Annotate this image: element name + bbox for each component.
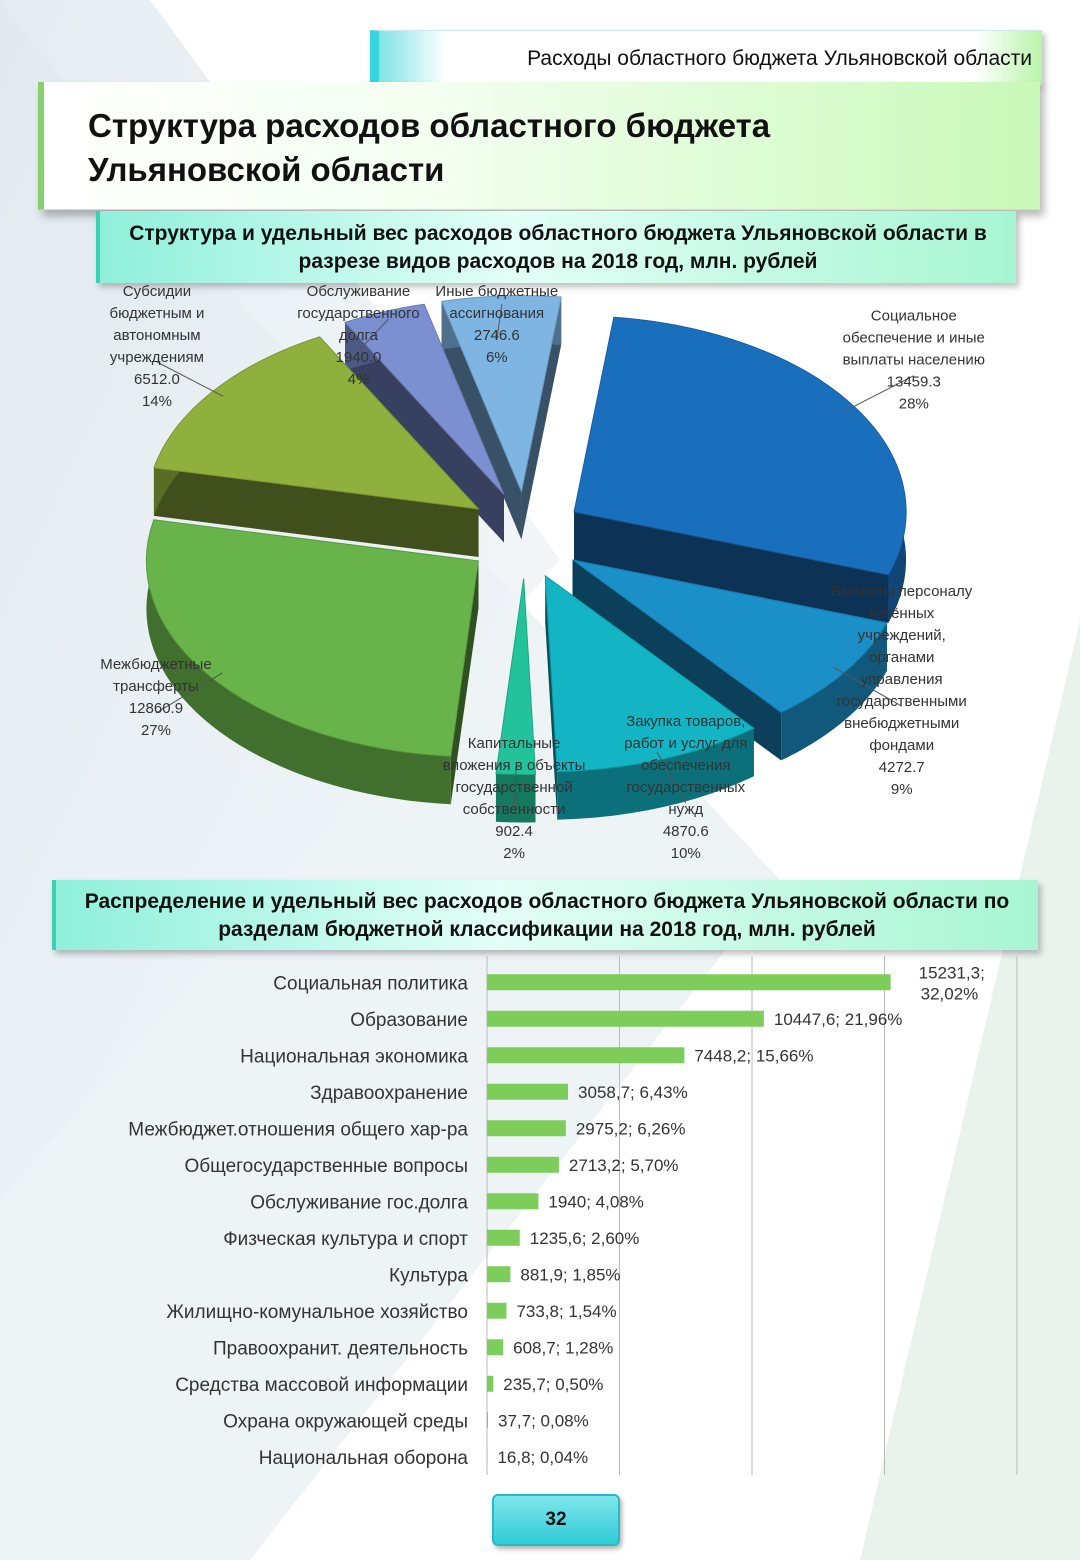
bar-data-label: 608,7; 1,28% (513, 1338, 613, 1357)
bar-category-label: Охрана окружающей среды (223, 1411, 468, 1432)
pie-leader-line (156, 361, 224, 397)
bar-data-label: 15231,3; 32,02% (919, 963, 985, 1003)
bar-data-label: 733,8; 1,54% (516, 1302, 616, 1321)
bar (487, 1156, 559, 1173)
bar (487, 1448, 488, 1465)
pie-slice-label: Межбюджетные трансферты 12860.9 27% (100, 656, 211, 739)
bar-data-label: 2713,2; 5,70% (569, 1156, 679, 1175)
bar-data-label: 881,9; 1,85% (520, 1265, 620, 1284)
bar-category-label: Образование (350, 1010, 468, 1031)
pie-slice (544, 574, 755, 820)
pie-leader-line (513, 766, 517, 815)
bar (487, 1302, 507, 1319)
pie-slice-label: Выплаты персоналу казённых учреждений, орга… (831, 583, 973, 798)
pie-leader-line (656, 751, 687, 804)
pie-slice-label: Обслуживание государственного долга 1940.0 4… (297, 283, 419, 388)
pie-slice-label: Социальное обеспечение и иные выплаты насе… (843, 308, 985, 413)
bar (487, 1266, 511, 1283)
bar-chart: Социальная политика 15231,3; 32,02% Образов… (128, 956, 1018, 1475)
bar-category-label: Межбюджет.отношения общего хар-ра (128, 1119, 468, 1140)
pie-leader-line (155, 672, 223, 714)
bar-data-label: 3058,7; 6,43% (578, 1083, 688, 1102)
pie-slice (573, 316, 907, 623)
page-number: 32 (492, 1494, 620, 1546)
pie-chart-title: Структура и удельный вес расходов област… (96, 211, 1016, 283)
pie-leader-line (358, 318, 389, 352)
pie-slice-label: Капитальные вложения в объекты государстве… (443, 735, 586, 862)
pie-slice (495, 578, 537, 823)
bar (487, 1193, 539, 1210)
bar (487, 1010, 764, 1027)
section-title: Расходы областного бюджета Ульяновской о… (527, 47, 1032, 70)
section-header-tab: Расходы областного бюджета Ульяновской о… (370, 30, 1042, 86)
bar-data-label: 1235,6; 2,60% (530, 1229, 640, 1248)
bar (487, 1339, 504, 1356)
bar-category-label: Общегосударственные вопросы (185, 1156, 468, 1177)
pie-leader-line (833, 667, 902, 707)
pie-slice (145, 519, 479, 805)
bar-category-label: Жилищно-комунальное хозяйство (166, 1302, 468, 1323)
bar-data-label: 10447,6; 21,96% (774, 1010, 903, 1029)
pie-slice-label: Закупка товаров, работ и услуг для обеспеч… (624, 713, 747, 862)
bar (487, 1047, 685, 1064)
bar (487, 1083, 569, 1100)
bar-data-label: 7448,2; 15,66% (694, 1046, 813, 1065)
bar-category-label: Культура (389, 1265, 468, 1286)
bar-category-label: Средства массовой информации (175, 1375, 468, 1396)
bar (487, 1120, 566, 1137)
bar-data-label: 16,8; 0,04% (497, 1448, 588, 1467)
pie-slice-label: Субсидии бюджетным и автономным учреждениям… (109, 283, 204, 410)
bar-category-label: Социальная политика (273, 973, 468, 994)
pie-leader-line (496, 303, 503, 341)
bar-data-label: 1940; 4,08% (548, 1192, 643, 1211)
bar-category-label: Национальная экономика (240, 1046, 468, 1067)
pie-leader-line (843, 375, 915, 413)
page-title: Структура расходов областного бюджета Ул… (88, 107, 771, 188)
pie-slice (153, 336, 480, 557)
pie-slice (344, 303, 505, 543)
bar (487, 974, 891, 991)
bar-category-label: Национальная оборона (259, 1448, 469, 1469)
bar (487, 1412, 488, 1429)
pie-slice (440, 295, 562, 540)
bar-data-label: 2975,2; 6,26% (576, 1119, 686, 1138)
bar-chart-title: Распределение и удельный вес расходов об… (52, 880, 1038, 950)
bar-category-label: Здравоохранение (310, 1083, 468, 1104)
pie-slice-label: Иные бюджетные ассигнования 2746.6 6% (435, 283, 558, 366)
page-title-banner: Структура расходов областного бюджета Ул… (38, 82, 1040, 210)
bar-category-label: Обслуживание гос.долга (250, 1192, 468, 1213)
bar-category-label: Правоохранит. деятельность (213, 1338, 468, 1359)
bar (487, 1375, 494, 1392)
bar-data-label: 37,7; 0,08% (498, 1411, 589, 1430)
bar (487, 1229, 520, 1246)
bar-data-label: 235,7; 0,50% (503, 1375, 603, 1394)
bar-category-label: Физческая культура и спорт (223, 1229, 468, 1250)
pie-chart: Социальное обеспечение и иные выплаты насе… (100, 283, 985, 862)
